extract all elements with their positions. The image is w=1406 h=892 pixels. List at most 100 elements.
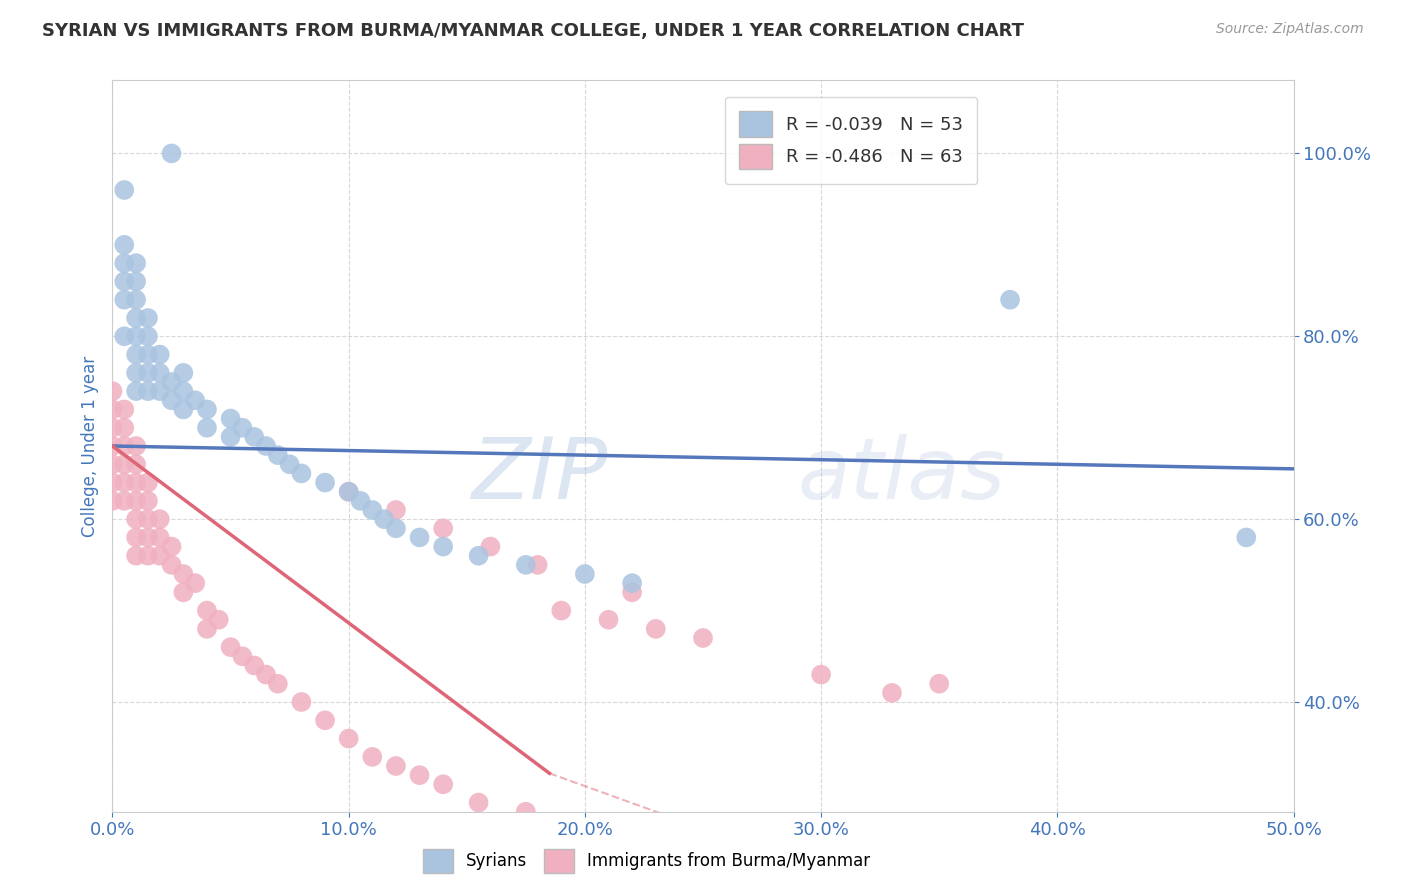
Point (184, 576, 207, 591)
Point (101, 475, 124, 490)
Point (254, 439, 277, 453)
Point (267, 676, 290, 690)
Point (136, 530, 159, 544)
Point (136, 549, 159, 563)
Point (149, 384, 172, 399)
Point (337, 484, 360, 499)
Point (112, 494, 135, 508)
Point (112, 293, 135, 307)
Point (349, 494, 371, 508)
Point (598, 613, 620, 627)
Point (160, 393, 183, 408)
Point (408, 768, 430, 782)
Point (467, 549, 489, 563)
Point (278, 457, 301, 471)
Point (112, 421, 135, 435)
Point (208, 613, 231, 627)
Point (880, 686, 903, 700)
Point (136, 311, 159, 326)
Point (101, 421, 124, 435)
Point (219, 411, 242, 425)
Point (290, 467, 312, 481)
Point (149, 530, 172, 544)
Point (231, 649, 253, 664)
Point (125, 512, 148, 526)
Point (998, 293, 1021, 307)
Point (112, 457, 135, 471)
Point (125, 293, 148, 307)
Point (125, 530, 148, 544)
Point (125, 275, 148, 289)
Point (432, 540, 454, 554)
Point (526, 558, 548, 572)
Legend: R = -0.039   N = 53, R = -0.486   N = 63: R = -0.039 N = 53, R = -0.486 N = 63 (724, 96, 977, 184)
Point (361, 503, 384, 517)
Point (337, 484, 360, 499)
Point (550, 603, 572, 617)
Point (314, 714, 336, 728)
Point (195, 421, 218, 435)
Point (195, 603, 218, 617)
Point (479, 540, 502, 554)
Point (112, 402, 135, 417)
Point (160, 558, 183, 572)
Point (112, 183, 135, 197)
Point (290, 695, 312, 709)
Point (621, 585, 644, 599)
Point (125, 384, 148, 399)
Point (101, 384, 124, 399)
Point (149, 347, 172, 362)
Point (125, 439, 148, 453)
Point (125, 457, 148, 471)
Point (574, 567, 596, 582)
Point (112, 256, 135, 270)
Legend: Syrians, Immigrants from Burma/Myanmar: Syrians, Immigrants from Burma/Myanmar (416, 842, 877, 880)
Point (515, 805, 537, 819)
Point (112, 237, 135, 252)
Point (125, 494, 148, 508)
Point (160, 540, 183, 554)
Point (243, 658, 266, 673)
Point (172, 402, 194, 417)
Point (172, 384, 194, 399)
Point (125, 366, 148, 380)
Point (136, 366, 159, 380)
Point (125, 347, 148, 362)
Point (101, 494, 124, 508)
Point (125, 256, 148, 270)
Text: ZIP: ZIP (472, 434, 609, 516)
Point (172, 585, 194, 599)
Point (432, 521, 454, 535)
Point (136, 329, 159, 343)
Point (373, 512, 395, 526)
Point (101, 457, 124, 471)
Point (112, 439, 135, 453)
Point (195, 402, 218, 417)
Point (219, 640, 242, 655)
Point (160, 375, 183, 389)
Point (125, 311, 148, 326)
Point (267, 448, 290, 462)
Point (195, 622, 218, 636)
Point (172, 567, 194, 582)
Point (149, 366, 172, 380)
Point (149, 512, 172, 526)
Point (337, 731, 360, 746)
Y-axis label: College, Under 1 year: College, Under 1 year (80, 355, 98, 537)
Point (136, 494, 159, 508)
Text: Source: ZipAtlas.com: Source: ZipAtlas.com (1216, 22, 1364, 37)
Point (408, 530, 430, 544)
Point (112, 475, 135, 490)
Point (112, 329, 135, 343)
Point (136, 512, 159, 526)
Point (1234, 530, 1257, 544)
Point (361, 749, 384, 764)
Point (112, 275, 135, 289)
Point (314, 475, 336, 490)
Point (219, 430, 242, 444)
Point (149, 549, 172, 563)
Point (644, 622, 666, 636)
Point (243, 430, 266, 444)
Text: atlas: atlas (797, 434, 1005, 516)
Point (231, 421, 253, 435)
